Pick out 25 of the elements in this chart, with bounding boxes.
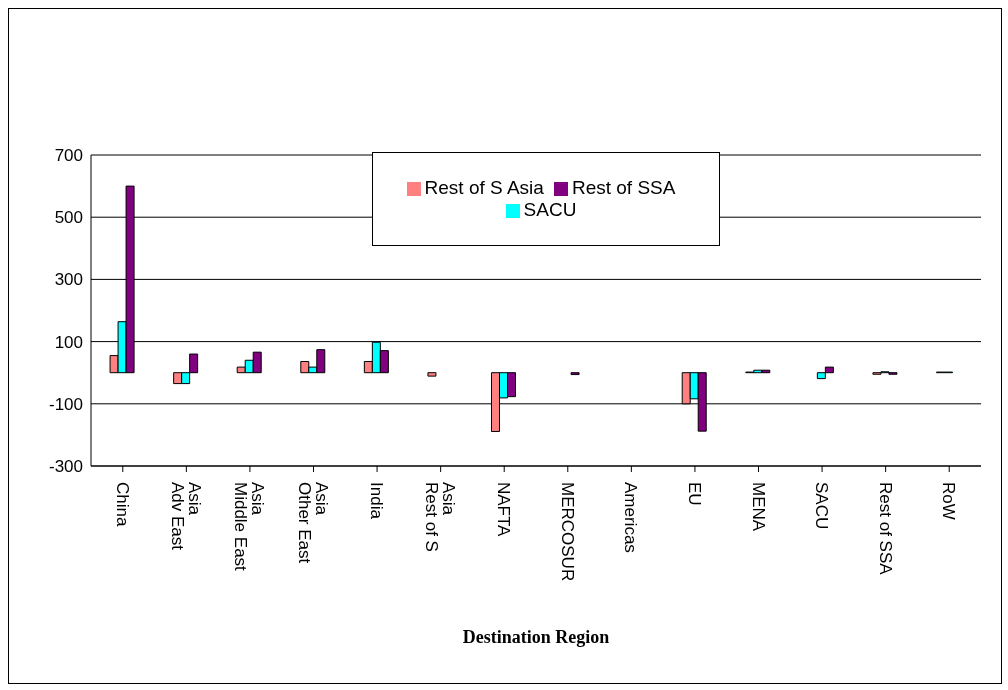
y-tick-label: 700 <box>54 146 83 166</box>
legend-label: SACU <box>523 199 577 220</box>
x-axis-title: Destination Region <box>462 627 610 647</box>
legend-label: Rest of SSA <box>571 177 676 198</box>
x-tick-label: Rest of S Asia <box>422 482 459 552</box>
y-tick-label: -300 <box>48 457 83 477</box>
y-tick-label: 500 <box>54 208 83 228</box>
y-tick-label: -100 <box>48 394 83 414</box>
x-tick-label: Adv East Asia <box>167 482 204 551</box>
x-tick-label: SACU <box>812 482 832 530</box>
x-tick-label: China <box>112 482 132 527</box>
x-tick-label: Rest of SSA <box>875 482 895 576</box>
x-tick-label: MENA <box>748 482 768 532</box>
bar <box>427 372 437 377</box>
x-tick-label: India <box>367 482 387 520</box>
x-tick-label: EU <box>684 482 704 506</box>
x-tick-label: Americas <box>621 482 641 553</box>
x-tick-label: RoW <box>939 482 959 520</box>
x-tick-label: NAFTA <box>494 482 514 538</box>
x-tick-label: MERCOSUR <box>557 482 577 582</box>
legend-label: Rest of S Asia <box>424 177 544 198</box>
y-tick-label: 300 <box>54 270 83 290</box>
y-tick-label: 100 <box>54 332 83 352</box>
x-tick-label: Other East Asia <box>295 482 331 564</box>
x-tick-label: Middle East Asia <box>231 482 268 572</box>
